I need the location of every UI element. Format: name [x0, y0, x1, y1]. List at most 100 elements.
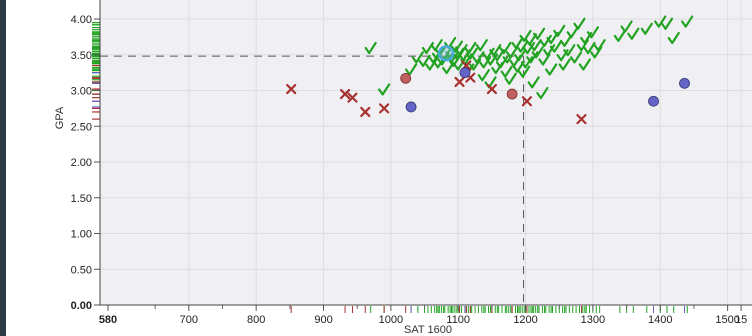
x-tick-label: 800 — [247, 314, 265, 326]
x-tick-label: 15 — [735, 314, 747, 326]
check-mark-point[interactable] — [404, 63, 418, 76]
red-dot-point[interactable] — [506, 88, 518, 100]
x-tick-label: 1300 — [581, 314, 605, 326]
check-mark-point[interactable] — [546, 31, 559, 45]
check-mark-point[interactable] — [654, 15, 667, 28]
blue-dot-point[interactable] — [459, 67, 471, 79]
check-mark-point[interactable] — [514, 49, 527, 62]
check-mark-point[interactable] — [583, 41, 596, 55]
check-mark-point[interactable] — [569, 51, 583, 64]
check-mark-point[interactable] — [437, 53, 450, 66]
check-mark-point[interactable] — [532, 27, 546, 40]
check-mark-point[interactable] — [477, 69, 490, 82]
y-tick-label: 3.50 — [71, 50, 92, 62]
check-mark-point[interactable] — [559, 34, 573, 47]
check-mark-point[interactable] — [538, 53, 551, 66]
check-mark-point[interactable] — [511, 36, 524, 50]
check-mark-point[interactable] — [527, 76, 540, 89]
x-tick-label: 1200 — [513, 314, 537, 326]
check-mark-point[interactable] — [660, 17, 674, 30]
check-mark-point[interactable] — [512, 60, 525, 73]
check-mark-point[interactable] — [421, 41, 435, 55]
check-mark-point[interactable] — [516, 40, 529, 53]
y-tick-label: 1.00 — [71, 229, 92, 241]
cross-mark-point[interactable] — [286, 83, 297, 95]
check-mark-point[interactable] — [442, 61, 455, 75]
x-tick-label: 700 — [180, 314, 198, 326]
y-axis-label: GPA — [54, 106, 66, 129]
cross-mark-point[interactable] — [486, 83, 497, 95]
check-mark-point[interactable] — [553, 24, 566, 37]
check-mark-point[interactable] — [558, 58, 571, 71]
check-mark-point[interactable] — [620, 20, 633, 33]
left-frame — [0, 0, 6, 336]
check-mark-point[interactable] — [411, 51, 424, 64]
blue-dot-point[interactable] — [405, 101, 417, 113]
check-mark-point[interactable] — [578, 58, 591, 71]
check-mark-point[interactable] — [378, 83, 391, 96]
cross-mark-point[interactable] — [379, 103, 390, 114]
check-mark-point[interactable] — [504, 72, 517, 85]
cross-mark-point[interactable] — [339, 88, 351, 100]
y-tick-label: 2.50 — [71, 121, 92, 133]
check-mark-point[interactable] — [529, 39, 542, 52]
check-mark-point[interactable] — [545, 63, 558, 76]
check-mark-point[interactable] — [524, 33, 538, 46]
check-mark-point[interactable] — [464, 41, 477, 55]
plot-background — [100, 0, 752, 305]
x-tick-label: 580 — [99, 314, 117, 326]
check-mark-point[interactable] — [430, 39, 443, 52]
check-mark-point[interactable] — [640, 22, 653, 35]
y-tick-label: 0.00 — [71, 300, 92, 312]
check-mark-point[interactable] — [536, 86, 549, 100]
check-mark-point[interactable] — [586, 26, 600, 39]
check-mark-point[interactable] — [531, 46, 544, 59]
x-tick-label: 1000 — [379, 314, 403, 326]
blue-dot-point[interactable] — [679, 77, 690, 89]
check-mark-point[interactable] — [475, 39, 488, 52]
y-tick-label: 1.50 — [71, 193, 92, 205]
cross-mark-point[interactable] — [521, 96, 533, 107]
x-tick-label: 900 — [314, 314, 332, 326]
y-tick-label: 2.00 — [71, 157, 92, 169]
cross-mark-point[interactable] — [576, 114, 587, 125]
check-mark-point[interactable] — [566, 26, 579, 39]
highlighted-point[interactable] — [437, 45, 455, 62]
check-mark-point[interactable] — [499, 41, 512, 55]
red-dot-point[interactable] — [400, 72, 412, 84]
check-mark-point[interactable] — [418, 54, 431, 67]
check-mark-point[interactable] — [580, 31, 593, 45]
check-mark-point[interactable] — [364, 41, 377, 55]
check-mark-point[interactable] — [519, 29, 532, 42]
x-tick-label: 1100 — [446, 314, 470, 326]
y-tick-label: 4.00 — [71, 14, 92, 26]
check-mark-point[interactable] — [518, 65, 531, 78]
check-mark-point[interactable] — [563, 44, 576, 57]
check-mark-point[interactable] — [450, 40, 463, 53]
check-mark-point[interactable] — [433, 56, 446, 69]
check-mark-point[interactable] — [472, 51, 485, 64]
check-mark-point[interactable] — [492, 49, 505, 62]
check-mark-point[interactable] — [500, 65, 513, 78]
blue-dot-point[interactable] — [648, 95, 659, 107]
cross-mark-point[interactable] — [347, 92, 358, 103]
check-mark-point[interactable] — [506, 46, 519, 59]
check-mark-point[interactable] — [627, 27, 640, 40]
cross-mark-point[interactable] — [454, 76, 465, 88]
check-mark-point[interactable] — [681, 15, 694, 28]
x-tick-label: 1400 — [648, 314, 672, 326]
cross-mark-point[interactable] — [360, 106, 371, 118]
check-mark-point[interactable] — [593, 39, 606, 52]
x-tick-label: 1500 — [715, 314, 739, 326]
x-axis-label: SAT 1600 — [404, 324, 452, 336]
check-mark-point[interactable] — [613, 29, 626, 42]
y-tick-label: 3.00 — [71, 86, 92, 98]
data-points[interactable] — [286, 15, 694, 125]
check-mark-point[interactable] — [549, 40, 562, 53]
check-mark-point[interactable] — [667, 31, 680, 45]
check-mark-point[interactable] — [465, 47, 478, 60]
check-mark-point[interactable] — [573, 17, 586, 30]
